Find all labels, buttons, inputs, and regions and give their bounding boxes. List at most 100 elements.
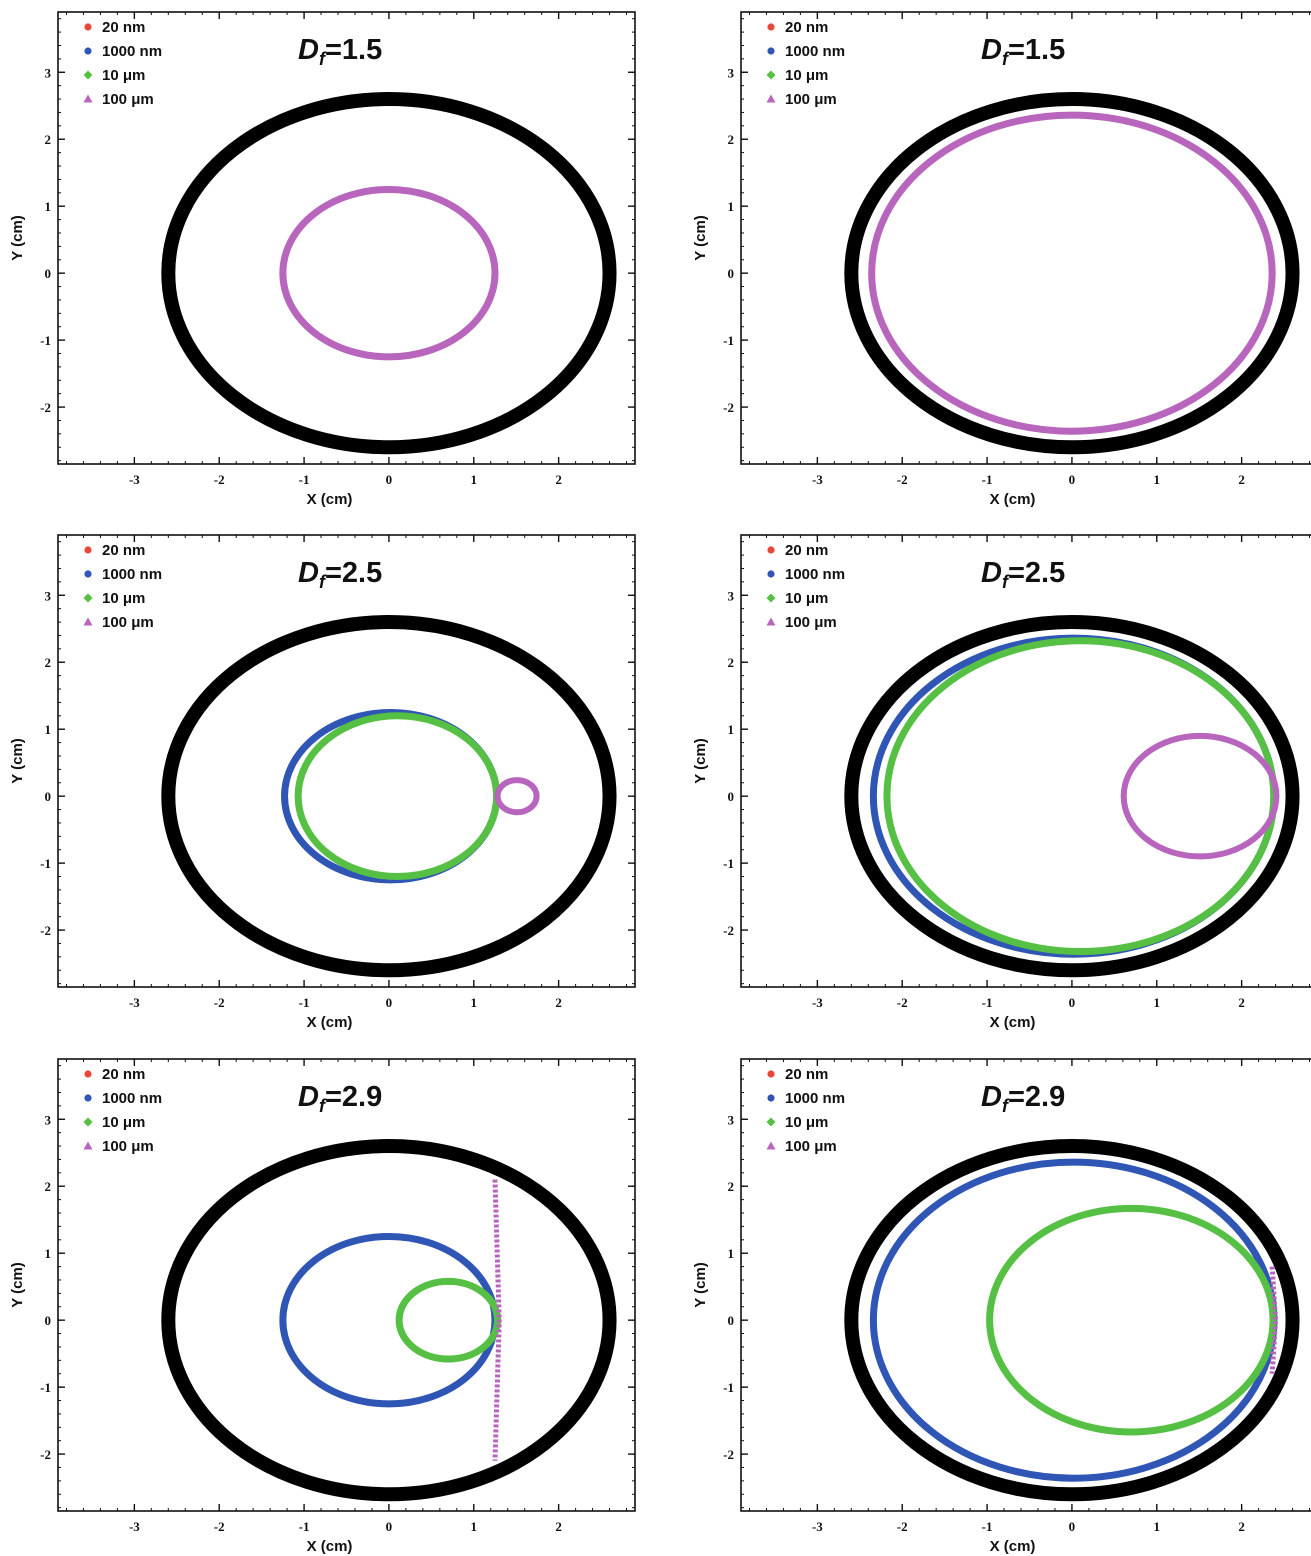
y-tick-label: -2 [723,923,734,938]
legend-marker [767,1094,775,1102]
legend-label: 1000 nm [102,43,162,60]
panel-3: -3 -2 -1 0 1 2 -2 -1 0 1 2 3 X (cm) Y (cm) 20 nm 1000 n… [9,534,636,1031]
boundary-ellipse [844,92,1300,455]
x-tick-label: -2 [897,995,908,1010]
legend-marker [83,70,93,80]
x-tick-label: 0 [1069,995,1076,1010]
panel-2: -3 -2 -1 0 1 2 -2 -1 0 1 2 3 X (cm) Y (cm) 20 nm 1000 n… [692,11,1311,508]
x-tick-label: -3 [129,1519,140,1534]
x-tick-label: 2 [1238,1519,1245,1534]
y-tick-label: 0 [45,789,52,804]
panel-4: -3 -2 -1 0 1 2 -2 -1 0 1 2 3 X (cm) Y (cm) 20 nm 1000 n… [692,534,1311,1031]
data-layer [844,92,1300,455]
data-layer [161,92,617,455]
legend-label: 100 μm [785,614,837,631]
legend-label: 1000 nm [785,1090,845,1107]
x-tick-label: 2 [1238,472,1245,487]
legend-marker [766,70,776,80]
plot-frame [57,1058,636,1512]
y-tick-label: -1 [40,856,51,871]
y-tick-label: 3 [728,1112,735,1127]
x-tick-label: 2 [555,1519,562,1534]
legend-label: 20 nm [785,1066,828,1083]
legend-marker [83,593,93,603]
legend-label: 100 μm [102,91,154,108]
x-tick-label: 0 [386,995,393,1010]
y-tick-label: -2 [723,1447,734,1462]
x-tick-label: -3 [812,995,823,1010]
legend-label: 20 nm [785,19,828,36]
legend-label: 10 μm [102,590,145,607]
x-tick-label: 0 [386,472,393,487]
legend-label: 1000 nm [785,566,845,583]
legend-marker [84,546,92,554]
y-tick-label: -1 [723,1380,734,1395]
data-layer [844,615,1300,978]
x-tick-label: -1 [299,1519,310,1534]
plot-frame [57,534,636,988]
x-axis-label: X (cm) [990,1014,1036,1031]
legend-marker [767,23,775,31]
y-tick-label: 2 [728,132,735,147]
x-axis-label: X (cm) [307,1538,353,1555]
x-tick-label: 2 [1238,995,1245,1010]
y-tick-label: -1 [40,1380,51,1395]
legend-label: 20 nm [102,1066,145,1083]
legend-marker [766,1117,776,1127]
y-tick-label: 2 [728,1179,735,1194]
legend-label: 1000 nm [102,1090,162,1107]
legend-marker [84,47,92,55]
x-tick-label: -3 [812,472,823,487]
legend-label: 10 μm [785,590,828,607]
y-tick-label: -2 [40,1447,51,1462]
y-tick-label: 3 [45,1112,52,1127]
x-tick-label: -1 [982,1519,993,1534]
legend-label: 20 nm [785,542,828,559]
series-100-m-trajectory [494,777,540,816]
x-tick-label: 1 [1154,1519,1161,1534]
y-tick-label: 0 [728,266,735,281]
series-100-m-trajectory [492,1179,502,1461]
boundary-ellipse [161,615,617,978]
panel-6: -3 -2 -1 0 1 2 -2 -1 0 1 2 3 X (cm) Y (cm) 20 nm 1000 n… [692,1058,1311,1555]
legend-label: 100 μm [102,1138,154,1155]
legend-label: 100 μm [102,614,154,631]
legend-label: 1000 nm [785,43,845,60]
legend-marker [766,617,776,626]
x-tick-label: 1 [471,1519,478,1534]
y-tick-label: 3 [45,65,52,80]
panel-title: Df=2.5 [298,557,382,592]
panel-5: -3 -2 -1 0 1 2 -2 -1 0 1 2 3 X (cm) Y (cm) 20 nm 1000 n… [9,1058,636,1555]
y-tick-label: -2 [40,923,51,938]
x-tick-label: 2 [555,472,562,487]
x-tick-label: 1 [471,995,478,1010]
legend-label: 10 μm [102,67,145,84]
legend-marker [84,1070,92,1078]
x-tick-label: 1 [1154,995,1161,1010]
x-tick-label: -2 [214,472,225,487]
legend-marker [767,570,775,578]
y-tick-label: 2 [728,655,735,670]
x-tick-label: 0 [1069,1519,1076,1534]
legend-label: 1000 nm [102,566,162,583]
boundary-ellipse [844,615,1300,978]
x-tick-label: -2 [897,1519,908,1534]
legend-marker [767,1070,775,1078]
legend-label: 100 μm [785,91,837,108]
x-tick-label: -2 [214,1519,225,1534]
legend-marker [766,94,776,103]
y-tick-label: 0 [45,1313,52,1328]
panel-title: Df=1.5 [298,34,382,69]
y-tick-label: 0 [728,789,735,804]
data-layer [844,1139,1300,1502]
y-tick-label: -2 [40,400,51,415]
legend-marker [84,570,92,578]
legend-marker [766,593,776,603]
legend-marker [767,546,775,554]
legend-marker [83,1117,93,1127]
y-axis-label: Y (cm) [9,1262,26,1308]
y-tick-label: -1 [723,333,734,348]
y-tick-label: 1 [45,199,52,214]
y-tick-label: 2 [45,1179,52,1194]
series-10-m-trajectory [986,1204,1277,1436]
